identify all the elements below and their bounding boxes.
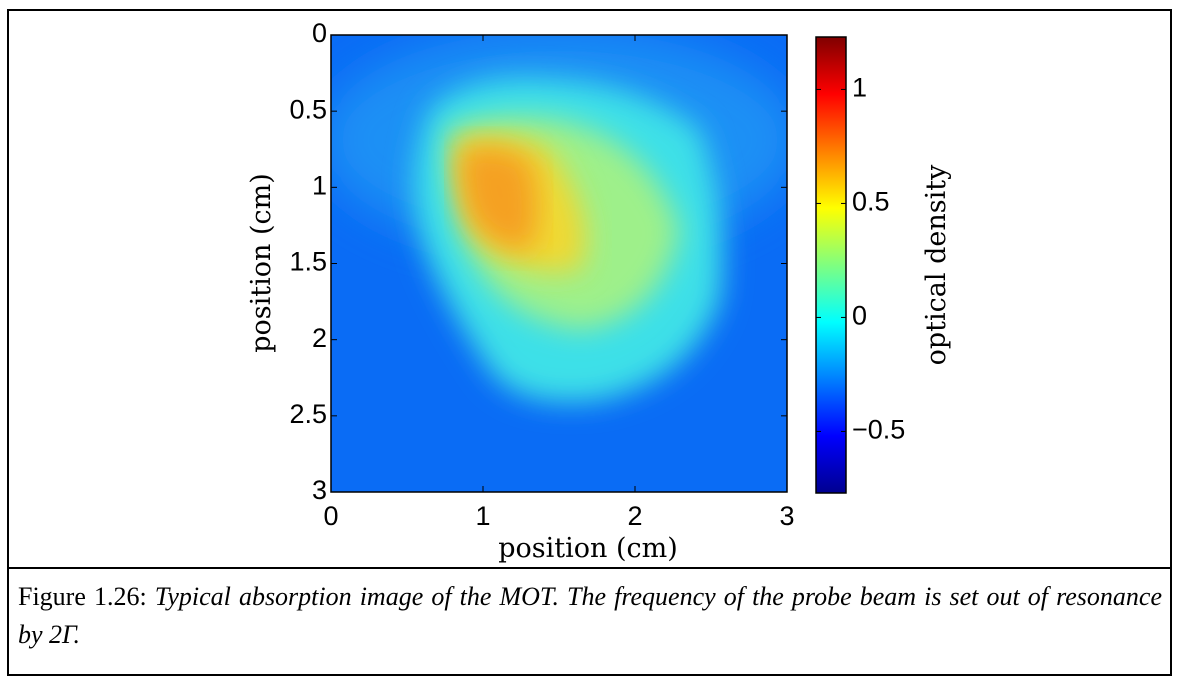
frame — [7, 9, 1172, 676]
colorbar-tick-label: 0 — [852, 301, 867, 331]
x-tick-label: 0 — [323, 501, 338, 531]
colorbar-frame — [815, 36, 847, 494]
y-tick-label: 1.5 — [289, 247, 327, 277]
x-tick-label: 1 — [475, 501, 490, 531]
caption-label: Figure 1.26: — [18, 582, 147, 611]
colorbar-label: optical density — [921, 164, 952, 365]
heatmap-image — [331, 35, 787, 492]
x-tick-label: 2 — [627, 501, 642, 531]
colorbar-tick-label: 1 — [852, 73, 867, 103]
y-tick-label: 0.5 — [289, 94, 327, 124]
caption: Figure 1.26: Typical absorption image of… — [18, 578, 1162, 654]
y-tick-label: 0 — [312, 18, 327, 48]
y-tick-label: 2.5 — [289, 399, 327, 429]
colorbar — [816, 37, 846, 493]
colorbar-tick-label: −0.5 — [852, 415, 905, 445]
x-axis-label: position (cm) — [498, 533, 678, 564]
x-tick-label: 3 — [779, 501, 794, 531]
y-tick-label: 1 — [312, 170, 327, 200]
y-tick-label: 3 — [312, 475, 327, 505]
y-axis-label: position (cm) — [246, 173, 277, 353]
caption-text: Typical absorption image of the MOT. The… — [18, 582, 1163, 649]
y-tick-label: 2 — [312, 323, 327, 353]
colorbar-tick-label: 0.5 — [852, 187, 890, 217]
